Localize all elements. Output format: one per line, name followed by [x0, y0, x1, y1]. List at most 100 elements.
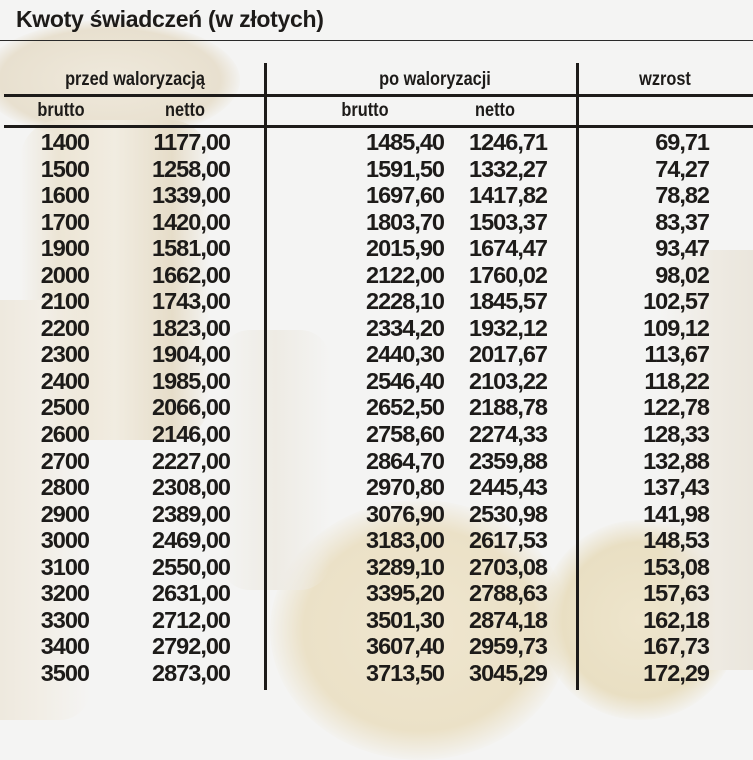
- table-row: 1500 1258,00 1591,50 1332,27 74,27: [0, 156, 753, 183]
- cell-before-gross: 2400: [40, 367, 90, 394]
- cell-after-gross: 3713,50: [366, 659, 445, 686]
- cell-increase: 148,53: [643, 527, 710, 554]
- cell-before-net: 1662,00: [152, 261, 231, 288]
- cell-before-gross: 1600: [40, 182, 90, 209]
- cell-after-net: 3045,29: [469, 659, 548, 686]
- cell-after-gross: 3607,40: [366, 633, 445, 660]
- cell-after-net: 1845,57: [469, 288, 548, 315]
- table-row: 3400 2792,00 3607,40 2959,73 167,73: [0, 633, 753, 660]
- cell-before-gross: 3000: [40, 527, 90, 554]
- cell-after-net: 2703,08: [469, 553, 548, 580]
- cell-before-net: 2146,00: [152, 421, 231, 448]
- cell-before-net: 1339,00: [152, 182, 231, 209]
- header-group-after-indexation: po waloryzacji: [379, 69, 491, 90]
- table-row: 3500 2873,00 3713,50 3045,29 172,29: [0, 660, 753, 687]
- table-row: 1700 1420,00 1803,70 1503,37 83,37: [0, 209, 753, 236]
- header-divider-group: [4, 94, 753, 97]
- cell-increase: 128,33: [643, 421, 710, 448]
- cell-after-gross: 2015,90: [366, 235, 445, 262]
- header-group-before-indexation: przed waloryzacją: [65, 69, 205, 90]
- cell-before-net: 2631,00: [152, 580, 231, 607]
- cell-before-gross: 2000: [40, 261, 90, 288]
- cell-before-gross: 1900: [40, 235, 90, 262]
- cell-after-net: 2874,18: [469, 606, 548, 633]
- cell-after-net: 1332,27: [469, 155, 548, 182]
- cell-before-gross: 3400: [40, 633, 90, 660]
- cell-before-gross: 2100: [40, 288, 90, 315]
- table-row: 3300 2712,00 3501,30 2874,18 162,18: [0, 607, 753, 634]
- cell-before-net: 2792,00: [152, 633, 231, 660]
- cell-before-gross: 3100: [40, 553, 90, 580]
- cell-after-net: 1503,37: [469, 208, 548, 235]
- cell-before-gross: 3300: [40, 606, 90, 633]
- header-after-gross: brutto: [341, 100, 389, 121]
- cell-after-gross: 3395,20: [366, 580, 445, 607]
- cell-before-net: 2227,00: [152, 447, 231, 474]
- table-body: 1400 1177,00 1485,40 1246,71 69,71 1500 1258,0…: [0, 129, 753, 686]
- cell-after-net: 2274,33: [469, 421, 548, 448]
- cell-increase: 122,78: [643, 394, 710, 421]
- cell-before-gross: 2300: [40, 341, 90, 368]
- cell-before-net: 1823,00: [152, 314, 231, 341]
- cell-before-net: 2550,00: [152, 553, 231, 580]
- cell-before-gross: 2200: [40, 314, 90, 341]
- cell-after-net: 2959,73: [469, 633, 548, 660]
- cell-after-net: 2445,43: [469, 474, 548, 501]
- cell-increase: 69,71: [655, 129, 710, 155]
- cell-increase: 162,18: [643, 606, 710, 633]
- table-row: 3200 2631,00 3395,20 2788,63 157,63: [0, 580, 753, 607]
- cell-after-gross: 2122,00: [366, 261, 445, 288]
- cell-after-net: 1417,82: [469, 182, 548, 209]
- cell-after-gross: 2334,20: [366, 314, 445, 341]
- cell-after-gross: 2970,80: [366, 474, 445, 501]
- cell-before-gross: 2900: [40, 500, 90, 527]
- cell-increase: 113,67: [644, 341, 710, 368]
- cell-before-net: 2308,00: [152, 474, 231, 501]
- cell-after-gross: 2440,30: [366, 341, 445, 368]
- cell-before-gross: 2700: [40, 447, 90, 474]
- cell-after-gross: 3501,30: [366, 606, 445, 633]
- cell-before-gross: 1400: [40, 129, 90, 155]
- cell-before-gross: 2600: [40, 421, 90, 448]
- cell-before-net: 2873,00: [152, 659, 231, 686]
- column-divider-after-increase: [576, 63, 579, 690]
- cell-before-gross: 1500: [40, 155, 90, 182]
- cell-before-net: 1177,00: [153, 129, 231, 155]
- header-divider-sub: [4, 125, 753, 128]
- table-row: 2800 2308,00 2970,80 2445,43 137,43: [0, 474, 753, 501]
- cell-increase: 137,43: [643, 474, 710, 501]
- header-group-increase: wzrost: [639, 69, 691, 90]
- cell-after-net: 2530,98: [469, 500, 548, 527]
- table-row: 2900 2389,00 3076,90 2530,98 141,98: [0, 501, 753, 528]
- cell-increase: 98,02: [655, 261, 710, 288]
- table-row: 3000 2469,00 3183,00 2617,53 148,53: [0, 527, 753, 554]
- table-row: 2300 1904,00 2440,30 2017,67 113,67: [0, 341, 753, 368]
- cell-before-net: 2469,00: [152, 527, 231, 554]
- cell-after-net: 2359,88: [469, 447, 548, 474]
- table-row: 1400 1177,00 1485,40 1246,71 69,71: [0, 129, 753, 156]
- cell-increase: 141,98: [643, 500, 710, 527]
- cell-after-gross: 3183,00: [366, 527, 445, 554]
- cell-after-net: 2788,63: [469, 580, 548, 607]
- cell-before-net: 1743,00: [152, 288, 231, 315]
- cell-after-gross: 1485,40: [366, 129, 445, 155]
- title-divider: [0, 40, 753, 41]
- cell-after-net: 1674,47: [469, 235, 548, 262]
- cell-before-net: 1904,00: [152, 341, 231, 368]
- table-row: 2100 1743,00 2228,10 1845,57 102,57: [0, 288, 753, 315]
- cell-after-net: 2617,53: [469, 527, 548, 554]
- cell-increase: 109,12: [643, 314, 710, 341]
- cell-before-net: 1985,00: [152, 367, 231, 394]
- cell-after-gross: 2652,50: [366, 394, 445, 421]
- cell-after-net: 2017,67: [469, 341, 548, 368]
- cell-increase: 93,47: [655, 235, 710, 262]
- table-row: 2600 2146,00 2758,60 2274,33 128,33: [0, 421, 753, 448]
- table-row: 1900 1581,00 2015,90 1674,47 93,47: [0, 235, 753, 262]
- header-before-net: netto: [165, 100, 205, 121]
- table-row: 2500 2066,00 2652,50 2188,78 122,78: [0, 394, 753, 421]
- cell-before-net: 2389,00: [152, 500, 231, 527]
- cell-increase: 153,08: [643, 553, 710, 580]
- cell-before-gross: 3500: [40, 659, 90, 686]
- cell-increase: 83,37: [655, 208, 710, 235]
- cell-before-net: 1420,00: [152, 208, 231, 235]
